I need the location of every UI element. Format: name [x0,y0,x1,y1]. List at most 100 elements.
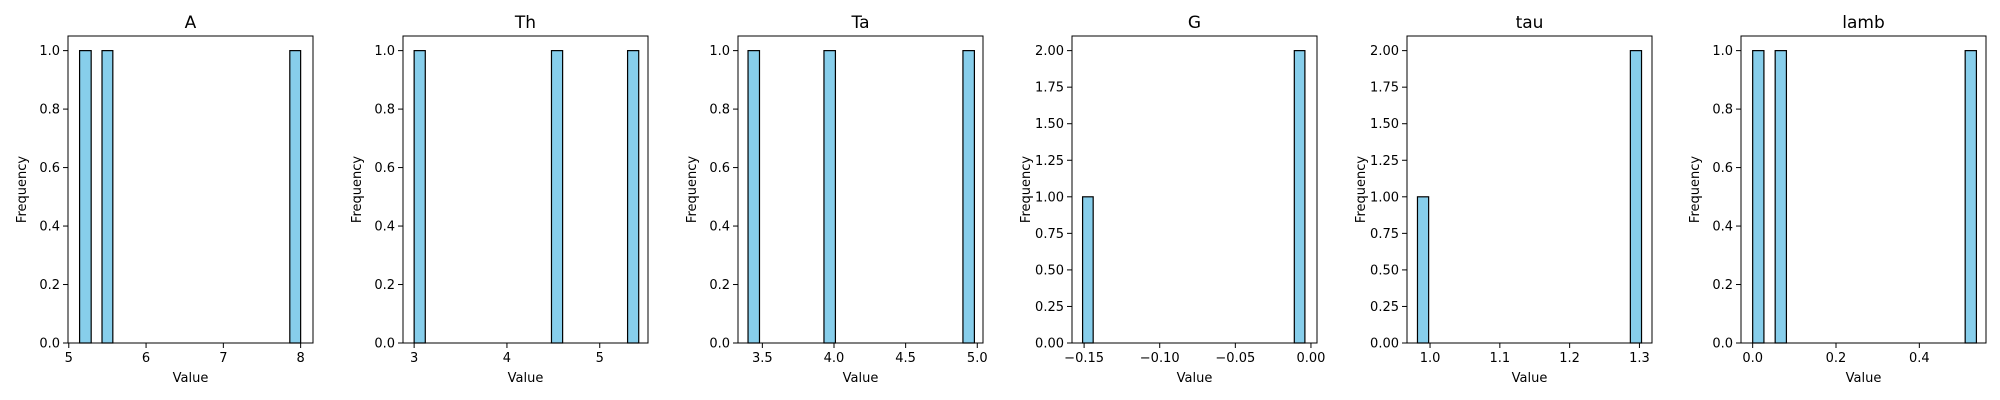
x-tick-label: 4.0 [824,351,845,366]
histogram-bar [626,50,640,344]
y-tick-label: 1.0 [374,44,395,59]
y-axis-label: Frequency [1688,156,1703,223]
y-tick-label: 1.25 [1035,154,1064,169]
histogram-bar [1964,50,1978,344]
subplot-3: 3.5 4.0 4.5 5.0 0.0 0.2 0.4 0.6 0.8 1.0 Ta Value Fre… [685,13,988,386]
histogram-bar [413,50,426,344]
x-tick-label: 3 [410,351,418,366]
histogram-bar [1081,196,1094,344]
histogram-bar [1629,50,1643,344]
x-axis-label: Value [843,371,879,386]
y-tick-label: 1.50 [1370,117,1399,132]
x-tick-label: −0.10 [1140,351,1180,366]
axes-frame [1740,35,1987,344]
subplot-1: 5 6 7 8 0.0 0.2 0.4 0.6 0.8 1.0 A Value Frequency [15,13,314,386]
y-tick-label: 1.75 [1370,81,1399,96]
y-tick-label: 0.00 [1370,337,1399,352]
histogram-bar [1293,50,1306,344]
y-tick-label: 0.6 [1712,161,1733,176]
x-axis-label: Value [1512,371,1548,386]
y-tick-label: 0.6 [39,161,60,176]
y-tick-label: 1.75 [1035,81,1064,96]
histogram-bar [78,50,92,344]
x-tick-label: 1.1 [1489,351,1510,366]
y-tick-label: 0.8 [1712,103,1733,118]
y-tick-label: 0.75 [1035,227,1064,242]
y-tick-label: 0.8 [39,103,60,118]
y-tick-label: 1.0 [39,44,60,59]
y-tick-label: 0.6 [374,161,395,176]
histogram-bar [1752,50,1765,344]
axes-frame [737,35,984,344]
y-tick-label: 0.0 [374,337,395,352]
subplot-4: −0.15 −0.10 −0.05 0.00 0.00 0.25 0.50 0.75 1.00 1… [1019,13,1325,386]
y-tick-label: 0.2 [709,278,730,293]
y-tick-label: 1.0 [1712,44,1733,59]
y-tick-label: 0.4 [1712,220,1733,235]
y-axis-label: Frequency [1019,156,1034,223]
y-axis-label: Frequency [1354,156,1369,223]
y-tick-label: 0.50 [1035,263,1064,278]
axes-frame [67,35,314,344]
x-axis-label: Value [1846,371,1882,386]
x-tick-label: 1.0 [1420,351,1441,366]
x-tick-label: 5 [596,351,604,366]
y-tick-label: 0.2 [39,278,60,293]
x-axis-label: Value [508,371,544,386]
x-tick-label: 3.5 [752,351,773,366]
y-tick-label: 1.50 [1035,117,1064,132]
y-axis-label: Frequency [685,156,700,223]
histogram-bar [823,50,837,344]
x-axis-label: Value [1177,371,1213,386]
x-tick-label: 1.3 [1629,351,1650,366]
subplot-title: tau [1516,13,1544,33]
y-tick-label: 2.00 [1035,44,1064,59]
histogram-bar [1416,196,1430,344]
x-tick-label: 1.2 [1559,351,1580,366]
subplot-title: G [1188,13,1201,33]
y-axis-label: Frequency [15,156,30,223]
x-tick-label: 5.0 [967,351,988,366]
subplot-5: 1.0 1.1 1.2 1.3 0.00 0.25 0.50 0.75 1.00 1.25 1.50… [1354,13,1653,386]
x-tick-label: 8 [296,351,304,366]
histogram-bar [550,50,564,344]
y-axis-label: Frequency [350,156,365,223]
y-tick-label: 0.0 [39,337,60,352]
x-tick-label: 0.0 [1742,351,1763,366]
subplot-title: Ta [851,13,870,33]
subplot-title: lamb [1842,13,1885,33]
y-tick-label: 0.00 [1035,337,1064,352]
subplot-title: A [185,13,197,33]
x-tick-label: −0.05 [1215,351,1255,366]
axes-frame [402,35,649,344]
y-tick-label: 0.75 [1370,227,1399,242]
x-tick-label: 0.4 [1909,351,1930,366]
axes-frame [1071,35,1318,344]
x-tick-label: 0.2 [1826,351,1847,366]
y-tick-label: 1.25 [1370,154,1399,169]
y-tick-label: 0.50 [1370,263,1399,278]
histogram-bar [747,50,761,344]
x-tick-label: 7 [219,351,227,366]
y-tick-label: 2.00 [1370,44,1399,59]
histogram-bar [962,50,976,344]
y-tick-label: 0.25 [1035,300,1064,315]
y-tick-label: 0.4 [374,220,395,235]
y-tick-label: 1.00 [1035,190,1064,205]
y-tick-label: 0.0 [709,337,730,352]
y-tick-label: 0.8 [709,103,730,118]
y-tick-label: 0.4 [39,220,60,235]
axes-frame [1406,35,1653,344]
y-tick-label: 0.4 [709,220,730,235]
x-tick-label: 0.00 [1296,351,1325,366]
x-tick-label: 4.5 [895,351,916,366]
y-tick-label: 0.0 [1712,337,1733,352]
x-tick-label: 4 [503,351,511,366]
x-tick-label: 6 [142,351,150,366]
y-tick-label: 0.6 [709,161,730,176]
histogram-bar [289,50,302,344]
histogram-bar [101,50,114,344]
subplot-title: Th [514,13,536,33]
